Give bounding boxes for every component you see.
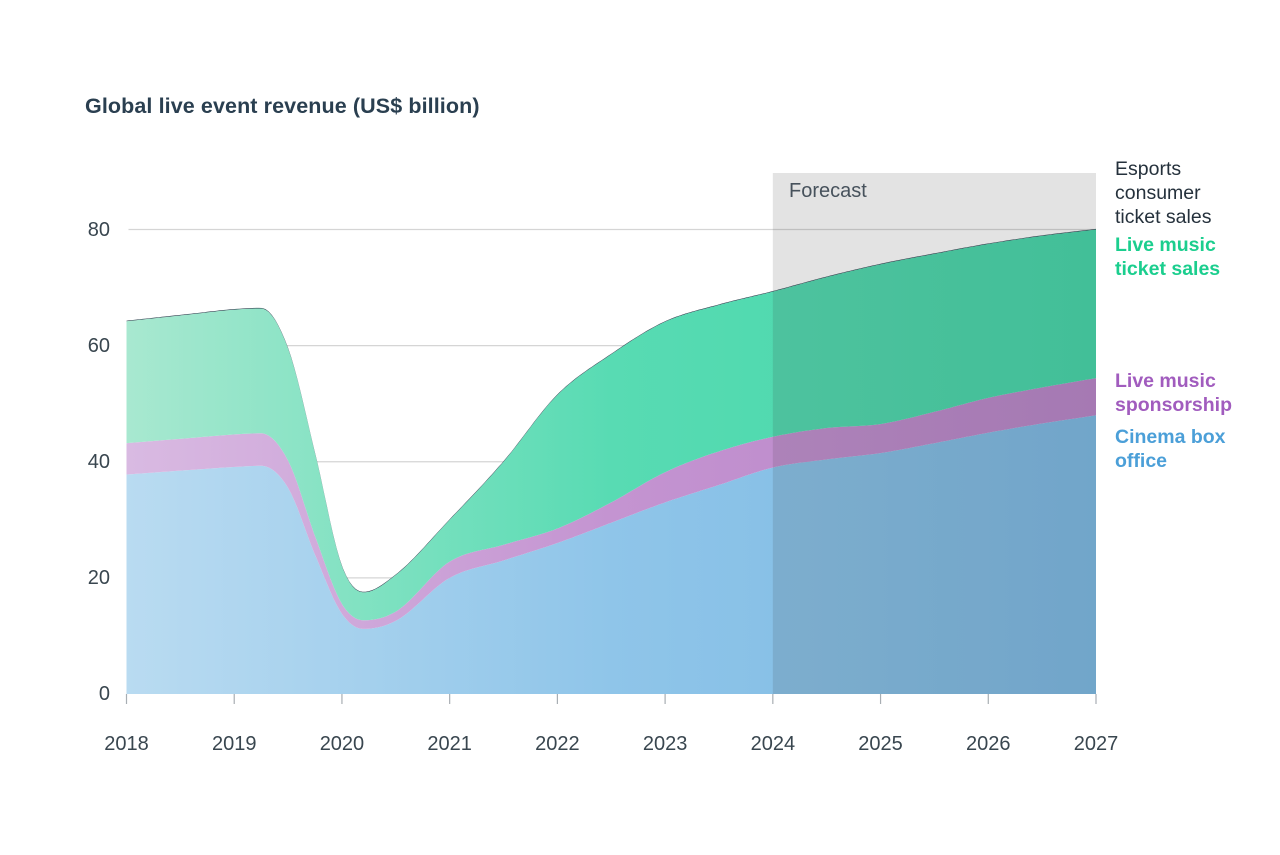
x-axis-tick-label-2022: 2022 (535, 733, 580, 755)
x-axis-ticks (125, 694, 1097, 704)
x-axis-tick-label-2027: 2027 (1073, 733, 1119, 755)
chart-title: Global live event revenue (US$ billion) (85, 94, 480, 118)
forecast-region (772, 173, 1096, 694)
legend-esports-consumer-ticket-sales: Esports consumer ticket sales (1115, 158, 1212, 228)
legend-cinema-box-office: Cinema box office (1115, 426, 1226, 472)
area-cinema-box-office (126, 415, 1096, 694)
y-axis-tick-label-40: 40 (87, 450, 110, 473)
area-layers (126, 228, 1096, 694)
forecast-label: Forecast (789, 180, 867, 202)
y-axis-tick-label-60: 60 (87, 334, 110, 357)
x-axis-tick-label-2021: 2021 (427, 733, 472, 755)
area-live-music-sponsorship (126, 378, 1096, 629)
area-live-music-ticket-sales (126, 229, 1096, 621)
x-axis-tick-label-2023: 2023 (642, 733, 688, 755)
x-axis-tick-label-2018: 2018 (104, 733, 149, 755)
x-axis-tick-label-2024: 2024 (750, 733, 796, 755)
legend-live-music-ticket-sales: Live music ticket sales (1115, 234, 1221, 280)
y-axis-tick-label-0: 0 (98, 683, 110, 705)
x-axis-tick-label-2026: 2026 (966, 733, 1011, 755)
legend-live-music-sponsorship: Live music sponsorship (1115, 370, 1233, 416)
y-axis-tick-label-20: 20 (87, 566, 110, 589)
x-axis-tick-label-2025: 2025 (858, 733, 903, 755)
x-axis-tick-label-2020: 2020 (319, 733, 365, 755)
y-axis-tick-label-80: 80 (87, 218, 110, 241)
forecast-overlay (772, 173, 1096, 694)
x-axis-tick-label-2019: 2019 (211, 733, 257, 755)
